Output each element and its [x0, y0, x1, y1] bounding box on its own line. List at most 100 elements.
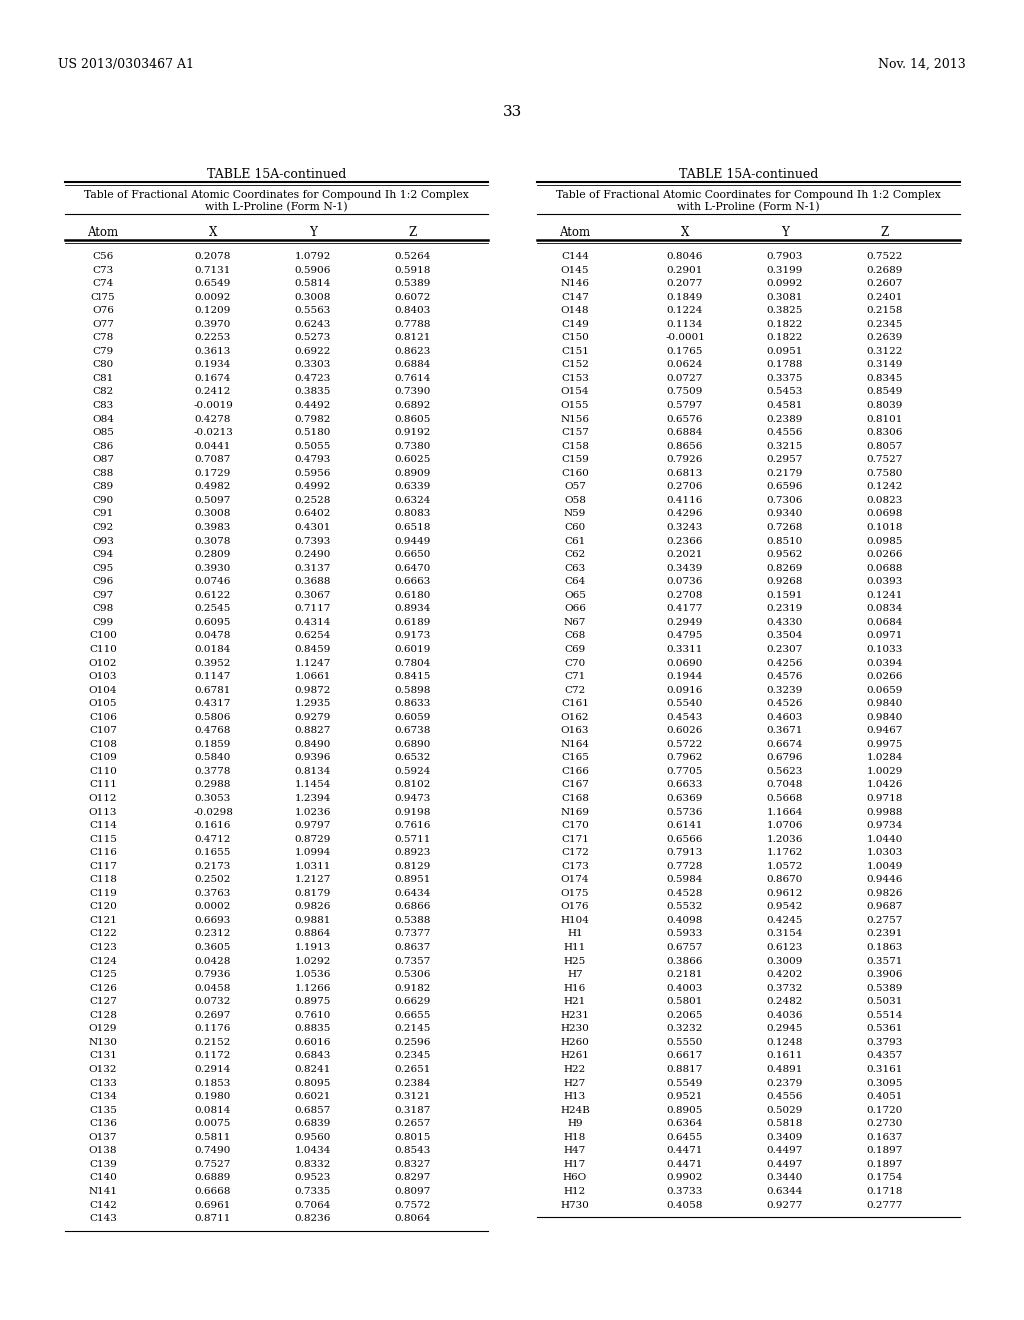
Text: 0.7490: 0.7490 — [195, 1146, 231, 1155]
Text: 0.2607: 0.2607 — [866, 279, 903, 288]
Text: 0.8179: 0.8179 — [295, 888, 331, 898]
Text: 0.5956: 0.5956 — [295, 469, 331, 478]
Text: 0.2957: 0.2957 — [767, 455, 803, 465]
Text: 0.1853: 0.1853 — [195, 1078, 231, 1088]
Text: 0.9902: 0.9902 — [667, 1173, 703, 1183]
Text: C64: C64 — [564, 577, 586, 586]
Text: 0.8403: 0.8403 — [395, 306, 431, 315]
Text: 0.8241: 0.8241 — [295, 1065, 331, 1074]
Text: 0.3232: 0.3232 — [667, 1024, 703, 1034]
Text: O102: O102 — [89, 659, 118, 668]
Text: 0.3311: 0.3311 — [667, 645, 703, 653]
Text: C74: C74 — [92, 279, 114, 288]
Text: 1.0029: 1.0029 — [866, 767, 903, 776]
Text: 0.2949: 0.2949 — [667, 618, 703, 627]
Text: 0.3440: 0.3440 — [767, 1173, 803, 1183]
Text: 0.4581: 0.4581 — [767, 401, 803, 411]
Text: O112: O112 — [89, 795, 118, 803]
Text: H261: H261 — [560, 1052, 590, 1060]
Text: 0.6180: 0.6180 — [395, 591, 431, 599]
Text: 1.0440: 1.0440 — [866, 834, 903, 843]
Text: 0.8459: 0.8459 — [295, 645, 331, 653]
Text: 0.1655: 0.1655 — [195, 849, 231, 857]
Text: 1.1266: 1.1266 — [295, 983, 331, 993]
Text: 0.4576: 0.4576 — [767, 672, 803, 681]
Text: C70: C70 — [564, 659, 586, 668]
Text: 0.5818: 0.5818 — [767, 1119, 803, 1129]
Text: C63: C63 — [564, 564, 586, 573]
Text: 0.7610: 0.7610 — [295, 1011, 331, 1020]
Text: 0.6629: 0.6629 — [395, 997, 431, 1006]
Text: 0.5563: 0.5563 — [295, 306, 331, 315]
Text: H47: H47 — [564, 1146, 586, 1155]
Text: C114: C114 — [89, 821, 117, 830]
Text: 0.8306: 0.8306 — [866, 428, 903, 437]
Text: O163: O163 — [561, 726, 589, 735]
Text: 0.5711: 0.5711 — [395, 834, 431, 843]
Text: O57: O57 — [564, 482, 586, 491]
Text: 0.0916: 0.0916 — [667, 685, 703, 694]
Text: 0.4543: 0.4543 — [667, 713, 703, 722]
Text: 0.5814: 0.5814 — [295, 279, 331, 288]
Text: 0.4202: 0.4202 — [767, 970, 803, 979]
Text: H16: H16 — [564, 983, 586, 993]
Text: 0.6254: 0.6254 — [295, 631, 331, 640]
Text: 0.6866: 0.6866 — [395, 903, 431, 911]
Text: 0.3095: 0.3095 — [866, 1078, 903, 1088]
Text: O103: O103 — [89, 672, 118, 681]
Text: 0.9881: 0.9881 — [295, 916, 331, 925]
Text: 0.8633: 0.8633 — [395, 700, 431, 708]
Text: Z: Z — [881, 226, 889, 239]
Text: C81: C81 — [92, 374, 114, 383]
Text: 0.2253: 0.2253 — [195, 333, 231, 342]
Text: H104: H104 — [560, 916, 590, 925]
Text: 0.9523: 0.9523 — [295, 1173, 331, 1183]
Text: C161: C161 — [561, 700, 589, 708]
Text: 0.6072: 0.6072 — [395, 293, 431, 302]
Text: C147: C147 — [561, 293, 589, 302]
Text: 1.1762: 1.1762 — [767, 849, 803, 857]
Text: C108: C108 — [89, 739, 117, 748]
Text: 0.4317: 0.4317 — [195, 700, 231, 708]
Text: 1.0311: 1.0311 — [295, 862, 331, 871]
Text: 0.3154: 0.3154 — [767, 929, 803, 939]
Text: 0.7393: 0.7393 — [295, 536, 331, 545]
Text: 0.5306: 0.5306 — [395, 970, 431, 979]
Text: 0.0746: 0.0746 — [195, 577, 231, 586]
Text: 1.1454: 1.1454 — [295, 780, 331, 789]
Text: 0.4793: 0.4793 — [295, 455, 331, 465]
Text: 0.9449: 0.9449 — [395, 536, 431, 545]
Text: 0.7131: 0.7131 — [195, 265, 231, 275]
Text: 0.5389: 0.5389 — [395, 279, 431, 288]
Text: 0.1859: 0.1859 — [195, 739, 231, 748]
Text: C172: C172 — [561, 849, 589, 857]
Text: 0.7527: 0.7527 — [195, 1160, 231, 1168]
Text: 0.4051: 0.4051 — [866, 1092, 903, 1101]
Text: 0.0394: 0.0394 — [866, 659, 903, 668]
Text: H6O: H6O — [563, 1173, 587, 1183]
Text: 0.4492: 0.4492 — [295, 401, 331, 411]
Text: 0.5180: 0.5180 — [295, 428, 331, 437]
Text: 0.4526: 0.4526 — [767, 700, 803, 708]
Text: 0.6839: 0.6839 — [295, 1119, 331, 1129]
Text: 0.6655: 0.6655 — [395, 1011, 431, 1020]
Text: 0.6059: 0.6059 — [395, 713, 431, 722]
Text: 0.8102: 0.8102 — [395, 780, 431, 789]
Text: O137: O137 — [89, 1133, 118, 1142]
Text: Atom: Atom — [559, 226, 591, 239]
Text: 0.8490: 0.8490 — [295, 739, 331, 748]
Text: 1.0994: 1.0994 — [295, 849, 331, 857]
Text: Nov. 14, 2013: Nov. 14, 2013 — [879, 58, 966, 71]
Text: C160: C160 — [561, 469, 589, 478]
Text: 0.2384: 0.2384 — [395, 1078, 431, 1088]
Text: C106: C106 — [89, 713, 117, 722]
Text: 0.3053: 0.3053 — [195, 795, 231, 803]
Text: H22: H22 — [564, 1065, 586, 1074]
Text: 0.2901: 0.2901 — [667, 265, 703, 275]
Text: 0.7335: 0.7335 — [295, 1187, 331, 1196]
Text: 0.3613: 0.3613 — [195, 347, 231, 356]
Text: 0.1849: 0.1849 — [667, 293, 703, 302]
Text: C151: C151 — [561, 347, 589, 356]
Text: 0.7048: 0.7048 — [767, 780, 803, 789]
Text: 0.4003: 0.4003 — [667, 983, 703, 993]
